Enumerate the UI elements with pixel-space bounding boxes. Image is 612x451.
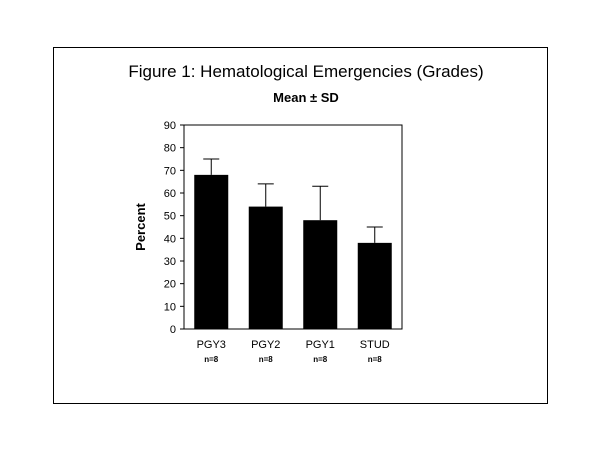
bar-stud xyxy=(357,242,392,329)
chart-subtitle: Mean ± SD xyxy=(273,90,339,105)
y-tick-label: 80 xyxy=(164,143,176,155)
x-tick-label: STUD xyxy=(360,339,390,351)
y-tick-label: 20 xyxy=(164,279,176,291)
x-tick-label: PGY2 xyxy=(251,339,280,351)
y-tick-label: 10 xyxy=(164,301,176,313)
x-axis: PGY3 n=8 PGY2 n=8 PGY1 n=8 STUD n=8 xyxy=(197,339,390,364)
plot-area xyxy=(183,124,403,330)
y-axis: 0 10 20 30 40 50 60 70 80 90 xyxy=(164,120,184,336)
y-axis-label: Percent xyxy=(133,202,148,250)
bar-pgy3 xyxy=(194,174,229,329)
y-tick-label: 90 xyxy=(164,120,176,132)
bar-pgy1 xyxy=(303,220,338,329)
figure-frame xyxy=(53,47,548,404)
y-tick-label: 70 xyxy=(164,165,176,177)
sample-size-label: n=8 xyxy=(368,355,383,364)
x-tick-label: PGY3 xyxy=(197,339,226,351)
bar-pgy2 xyxy=(248,206,283,329)
sample-size-label: n=8 xyxy=(313,355,328,364)
chart-title: Figure 1: Hematological Emergencies (Gra… xyxy=(128,62,484,81)
y-tick-label: 50 xyxy=(164,211,176,223)
y-tick-label: 60 xyxy=(164,188,176,200)
sample-size-label: n=8 xyxy=(204,355,219,364)
y-tick-label: 40 xyxy=(164,233,176,245)
y-tick-label: 30 xyxy=(164,256,176,268)
x-tick-label: PGY1 xyxy=(306,339,335,351)
y-tick-label: 0 xyxy=(170,324,176,336)
bars xyxy=(194,158,392,329)
sample-size-label: n=8 xyxy=(259,355,274,364)
